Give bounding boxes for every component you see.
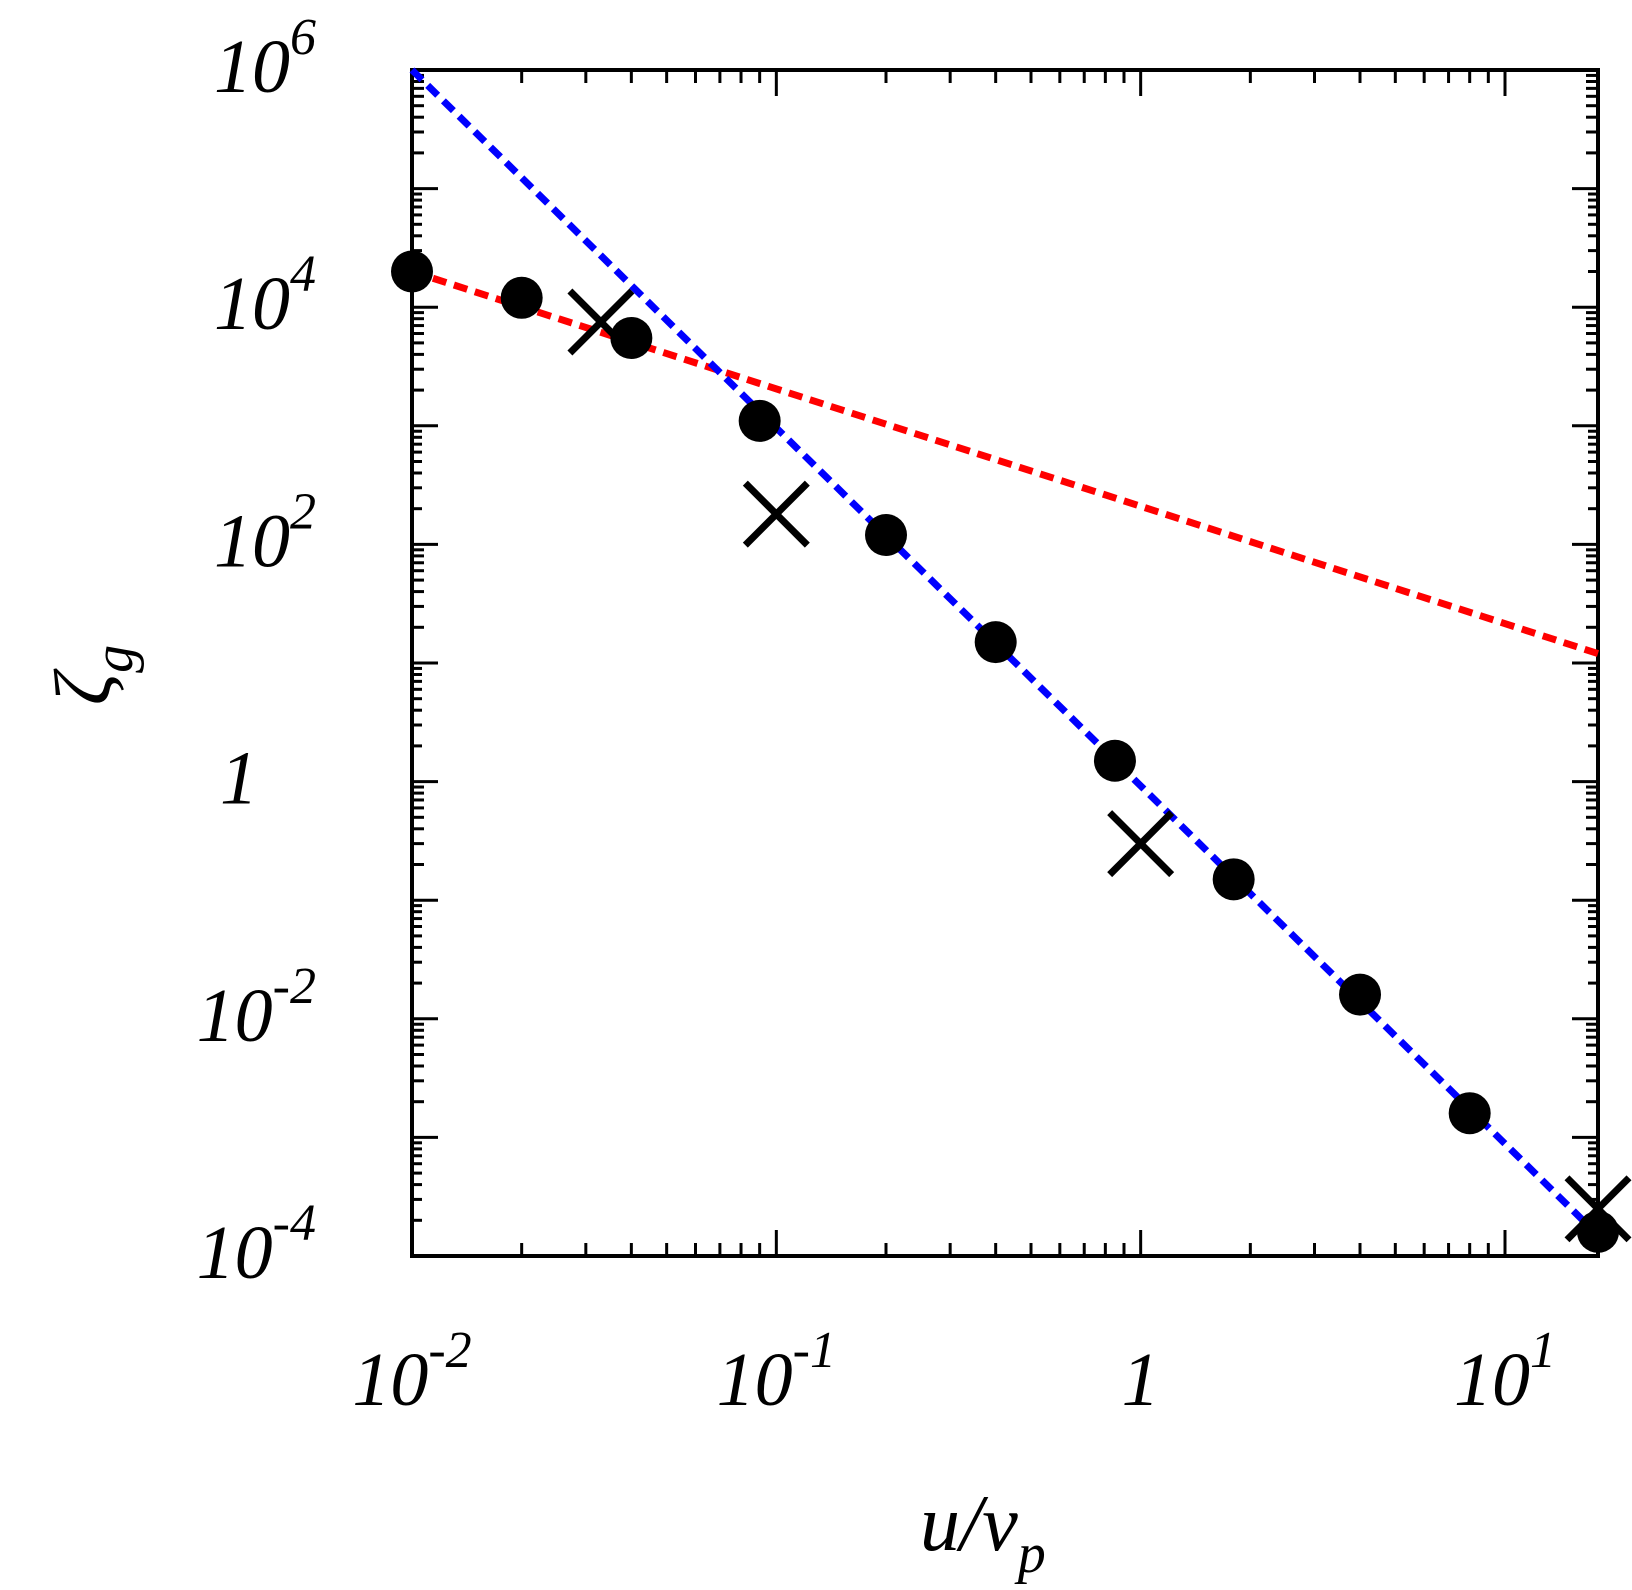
y-tick-label: 10-4 [197, 1195, 316, 1295]
x-marker [1107, 810, 1175, 878]
x-marker-stroke [742, 480, 810, 548]
circle-marker [1448, 1092, 1491, 1135]
circle-marker [610, 316, 653, 359]
x-tick-label: 1 [1122, 1338, 1160, 1422]
plot-frame [410, 68, 1600, 1258]
circle-marker [1339, 973, 1382, 1016]
circle-marker [738, 399, 781, 442]
y-tick-label: 1 [220, 737, 258, 821]
tick-labels: 10-2 10-1 1 101 10-4 10-2 1 102 104 106 [197, 9, 1556, 1422]
circle-marker [1577, 1210, 1619, 1253]
x-axis-label: u/vp [920, 1480, 1046, 1585]
circle-marker [500, 276, 543, 319]
x-marker-stroke [567, 288, 635, 356]
circle-marker [1212, 858, 1255, 901]
data-markers [391, 250, 1632, 1253]
y-tick-label: 10-2 [197, 958, 316, 1058]
x-tick-label: 101 [1454, 1322, 1556, 1422]
circle-marker [391, 250, 433, 293]
x-marker [567, 288, 635, 356]
y-axis-label: ζg [40, 645, 145, 705]
y-tick-label: 102 [214, 483, 316, 583]
x-marker-stroke [1564, 1175, 1632, 1243]
circle-marker [1093, 739, 1136, 782]
x-tick-label: 10-1 [717, 1322, 836, 1422]
x-marker [1564, 1175, 1632, 1243]
fit-line [409, 67, 1601, 1238]
x-tick-label: 10-2 [352, 1322, 471, 1422]
y-tick-label: 104 [214, 246, 316, 346]
circle-marker [865, 514, 908, 557]
x-marker-stroke [1107, 810, 1175, 878]
x-marker [742, 480, 810, 548]
y-tick-label: 106 [214, 9, 316, 109]
circle-marker [974, 621, 1017, 664]
